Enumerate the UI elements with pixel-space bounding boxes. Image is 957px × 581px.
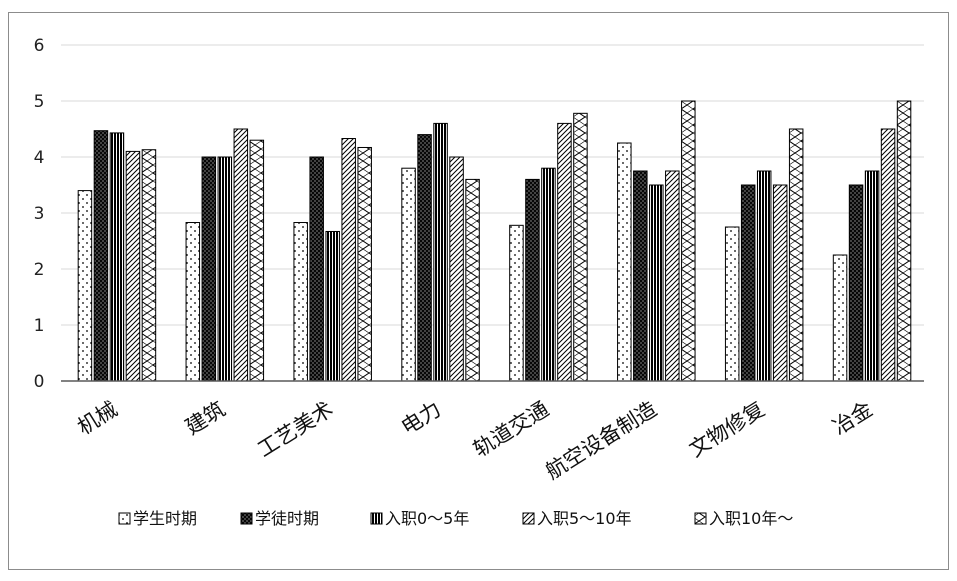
legend-swatch-zigzag [694, 512, 707, 525]
category-label: 电力 [397, 397, 445, 440]
bar-vertical-4 [541, 167, 556, 382]
legend-label: 入职5～10年 [537, 509, 632, 528]
bar-crosshatch-6 [740, 184, 756, 382]
bars [77, 100, 912, 382]
bar-dots-3 [401, 167, 416, 382]
category-label: 建筑 [181, 397, 229, 440]
bar-diagonal-2 [341, 138, 356, 382]
legend-swatch-crosshatch [240, 512, 253, 525]
bar-zigzag-5 [681, 100, 696, 382]
category-label: 工艺美术 [253, 397, 337, 462]
bar-zigzag-0 [141, 149, 157, 382]
bar-vertical-7 [864, 170, 880, 382]
chart-svg: 0123456 机械 建筑 工艺美术 电力 轨道交通航空设备制造 文物修复 冶金 学生时期学… [34, 36, 924, 528]
legend: 学生时期 学徒时期 入职0～5年 入职5～10年 入职10年～ [118, 509, 793, 528]
category-label: 文物修复 [685, 397, 769, 462]
bar-dots-6 [724, 226, 740, 382]
bar-crosshatch-4 [525, 178, 540, 382]
bar-zigzag-1 [249, 139, 265, 382]
legend-label: 学生时期 [133, 509, 197, 528]
bar-crosshatch-0 [93, 130, 109, 382]
bar-vertical-1 [217, 156, 233, 382]
y-tick-label: 4 [34, 148, 45, 168]
bar-diagonal-7 [880, 128, 896, 382]
legend-swatch-dots [118, 512, 131, 525]
bar-diagonal-3 [449, 156, 464, 382]
bar-crosshatch-7 [848, 184, 864, 382]
y-tick-label: 0 [34, 372, 45, 392]
legend-swatch-diagonal [522, 512, 535, 525]
category-label: 冶金 [828, 397, 876, 440]
bar-vertical-2 [325, 230, 340, 382]
category-label: 机械 [73, 397, 121, 440]
y-axis-ticks: 0 1 2 3 4 5 6 [34, 36, 45, 392]
bar-crosshatch-2 [309, 156, 324, 382]
bar-zigzag-7 [896, 100, 912, 382]
bar-diagonal-4 [557, 122, 572, 382]
bar-dots-5 [617, 142, 632, 382]
legend-label: 学徒时期 [255, 509, 319, 528]
bar-zigzag-6 [788, 128, 804, 382]
bar-dots-1 [185, 222, 201, 382]
y-tick-label: 2 [34, 260, 45, 280]
bar-dots-2 [293, 222, 308, 382]
bar-dots-7 [832, 254, 848, 382]
bar-zigzag-4 [573, 112, 588, 382]
bar-crosshatch-3 [417, 134, 432, 382]
y-tick-label: 6 [34, 36, 45, 56]
bar-crosshatch-5 [633, 170, 648, 382]
bar-dots-4 [509, 224, 524, 382]
bar-vertical-3 [433, 122, 448, 382]
bar-diagonal-6 [772, 184, 788, 382]
legend-label: 入职0～5年 [385, 509, 469, 528]
bar-diagonal-1 [233, 128, 249, 382]
bar-zigzag-3 [465, 178, 480, 382]
bar-vertical-0 [109, 132, 125, 382]
bar-vertical-6 [756, 170, 772, 382]
bar-dots-0 [77, 190, 93, 382]
legend-swatch-vertical [370, 512, 383, 525]
bar-vertical-5 [649, 184, 664, 382]
category-label: 轨道交通 [469, 397, 553, 462]
bar-diagonal-0 [125, 150, 141, 382]
bar-crosshatch-1 [201, 156, 217, 382]
category-label: 航空设备制造 [541, 397, 661, 484]
y-tick-label: 5 [34, 92, 45, 112]
legend-label: 入职10年～ [709, 509, 793, 528]
bar-zigzag-2 [357, 146, 372, 382]
bar-diagonal-5 [665, 170, 680, 382]
y-tick-label: 1 [34, 316, 45, 336]
y-tick-label: 3 [34, 204, 45, 224]
